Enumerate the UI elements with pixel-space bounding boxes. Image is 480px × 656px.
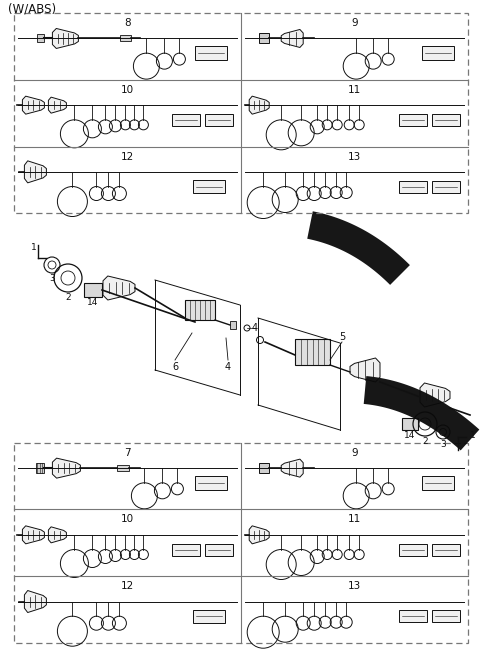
Text: 5: 5 bbox=[339, 332, 345, 342]
Text: 11: 11 bbox=[348, 85, 361, 95]
Bar bbox=[195, 46, 227, 60]
Bar bbox=[14, 443, 468, 643]
Bar bbox=[185, 300, 215, 320]
Bar bbox=[193, 609, 225, 623]
Bar bbox=[399, 180, 427, 192]
Text: 14: 14 bbox=[87, 298, 99, 307]
Bar bbox=[36, 463, 44, 473]
Bar bbox=[118, 465, 130, 471]
Text: 6: 6 bbox=[172, 362, 178, 372]
Polygon shape bbox=[52, 458, 81, 478]
Text: 11: 11 bbox=[348, 514, 361, 525]
Bar bbox=[402, 418, 418, 430]
Bar bbox=[259, 463, 269, 473]
Text: 13: 13 bbox=[348, 152, 361, 161]
Bar bbox=[422, 46, 454, 60]
Polygon shape bbox=[23, 526, 44, 544]
Text: 9: 9 bbox=[351, 18, 358, 28]
Text: 7: 7 bbox=[124, 448, 131, 458]
Bar bbox=[195, 476, 227, 490]
Polygon shape bbox=[48, 527, 66, 543]
Text: 4: 4 bbox=[225, 362, 231, 372]
Bar bbox=[399, 610, 427, 622]
Text: 9: 9 bbox=[351, 448, 358, 458]
Bar bbox=[172, 114, 200, 126]
Bar bbox=[422, 476, 454, 490]
Bar bbox=[295, 339, 330, 365]
Polygon shape bbox=[23, 96, 44, 114]
Text: 2: 2 bbox=[65, 293, 71, 302]
Text: 10: 10 bbox=[121, 85, 134, 95]
Text: (W/ABS): (W/ABS) bbox=[8, 2, 56, 15]
Bar bbox=[259, 33, 269, 43]
Text: 4: 4 bbox=[252, 323, 258, 333]
Polygon shape bbox=[52, 28, 78, 49]
Polygon shape bbox=[350, 358, 380, 382]
Text: 1: 1 bbox=[31, 243, 37, 252]
Bar bbox=[84, 283, 102, 297]
Text: 12: 12 bbox=[121, 581, 134, 591]
Polygon shape bbox=[364, 376, 480, 451]
Bar bbox=[399, 544, 427, 556]
Bar bbox=[120, 35, 132, 41]
Text: 3: 3 bbox=[49, 274, 55, 283]
Bar bbox=[205, 544, 233, 556]
Bar bbox=[37, 35, 44, 43]
Polygon shape bbox=[249, 526, 269, 544]
Polygon shape bbox=[103, 276, 135, 300]
Text: 14: 14 bbox=[404, 431, 416, 440]
Bar bbox=[193, 180, 225, 193]
Bar bbox=[205, 114, 233, 126]
Polygon shape bbox=[281, 30, 303, 47]
Text: 13: 13 bbox=[348, 581, 361, 591]
Bar bbox=[432, 114, 460, 126]
Bar bbox=[432, 180, 460, 192]
Polygon shape bbox=[249, 96, 269, 114]
Text: 1: 1 bbox=[470, 430, 476, 440]
Polygon shape bbox=[24, 161, 47, 183]
Bar bbox=[14, 13, 468, 213]
Text: 2: 2 bbox=[422, 437, 428, 446]
Text: 8: 8 bbox=[124, 18, 131, 28]
Polygon shape bbox=[307, 211, 410, 285]
Bar bbox=[432, 544, 460, 556]
Polygon shape bbox=[24, 590, 47, 613]
Text: 10: 10 bbox=[121, 514, 134, 525]
Text: 3: 3 bbox=[440, 440, 446, 449]
Bar bbox=[230, 321, 236, 329]
Text: 12: 12 bbox=[121, 152, 134, 161]
Bar bbox=[399, 114, 427, 126]
Bar bbox=[432, 610, 460, 622]
Bar bbox=[172, 544, 200, 556]
Polygon shape bbox=[48, 97, 66, 113]
Polygon shape bbox=[420, 383, 450, 407]
Polygon shape bbox=[281, 459, 303, 477]
